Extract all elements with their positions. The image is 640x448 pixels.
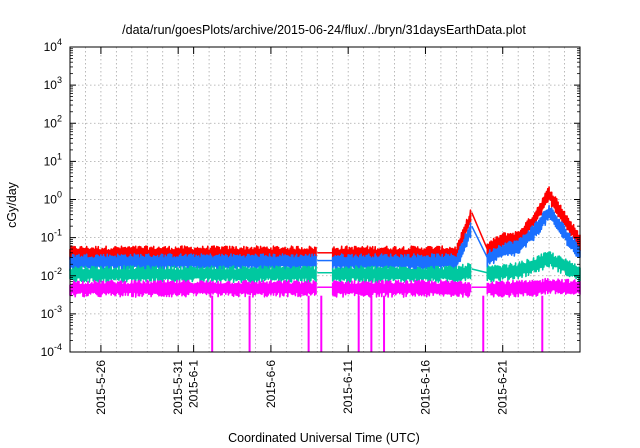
y-axis-label: cGy/day bbox=[5, 181, 19, 228]
x-tick-label: 2015-6-6 bbox=[264, 360, 278, 408]
y-tick-label: 101 bbox=[44, 151, 62, 168]
y-tick-label: 100 bbox=[44, 190, 62, 207]
y-tick-label: 102 bbox=[44, 113, 62, 130]
x-tick-label: 2015-6-16 bbox=[418, 360, 432, 415]
x-tick-label: 2015-5-31 bbox=[171, 360, 185, 415]
x-axis-label: Coordinated Universal Time (UTC) bbox=[228, 431, 420, 445]
series-line bbox=[69, 251, 581, 284]
y-tick-label: 10-4 bbox=[41, 342, 62, 359]
y-tick-label: 10-1 bbox=[41, 228, 62, 245]
gap-connector bbox=[471, 268, 488, 274]
x-tick-label: 2015-6-11 bbox=[341, 360, 355, 414]
data-series bbox=[69, 186, 581, 352]
chart-title: /data/run/goesPlots/archive/2015-06-24/f… bbox=[122, 23, 526, 37]
gap-connector bbox=[471, 225, 488, 258]
axis-ticks: 10-4 10-3 10-2 10-1 100 101 102 103 104 2015-5-26… bbox=[41, 37, 580, 415]
series-line bbox=[69, 204, 581, 272]
y-tick-label: 10-2 bbox=[41, 266, 62, 283]
x-tick-label: 2015-6-21 bbox=[496, 360, 510, 415]
x-tick-label: 2015-5-26 bbox=[94, 360, 108, 415]
gap-connector bbox=[471, 212, 488, 250]
series-line bbox=[69, 277, 581, 298]
y-tick-label: 104 bbox=[44, 37, 62, 54]
x-tick-label: 2015-6-1 bbox=[187, 360, 201, 408]
y-tick-label: 10-3 bbox=[41, 304, 62, 321]
y-tick-label: 103 bbox=[44, 75, 62, 92]
grid bbox=[70, 47, 580, 352]
